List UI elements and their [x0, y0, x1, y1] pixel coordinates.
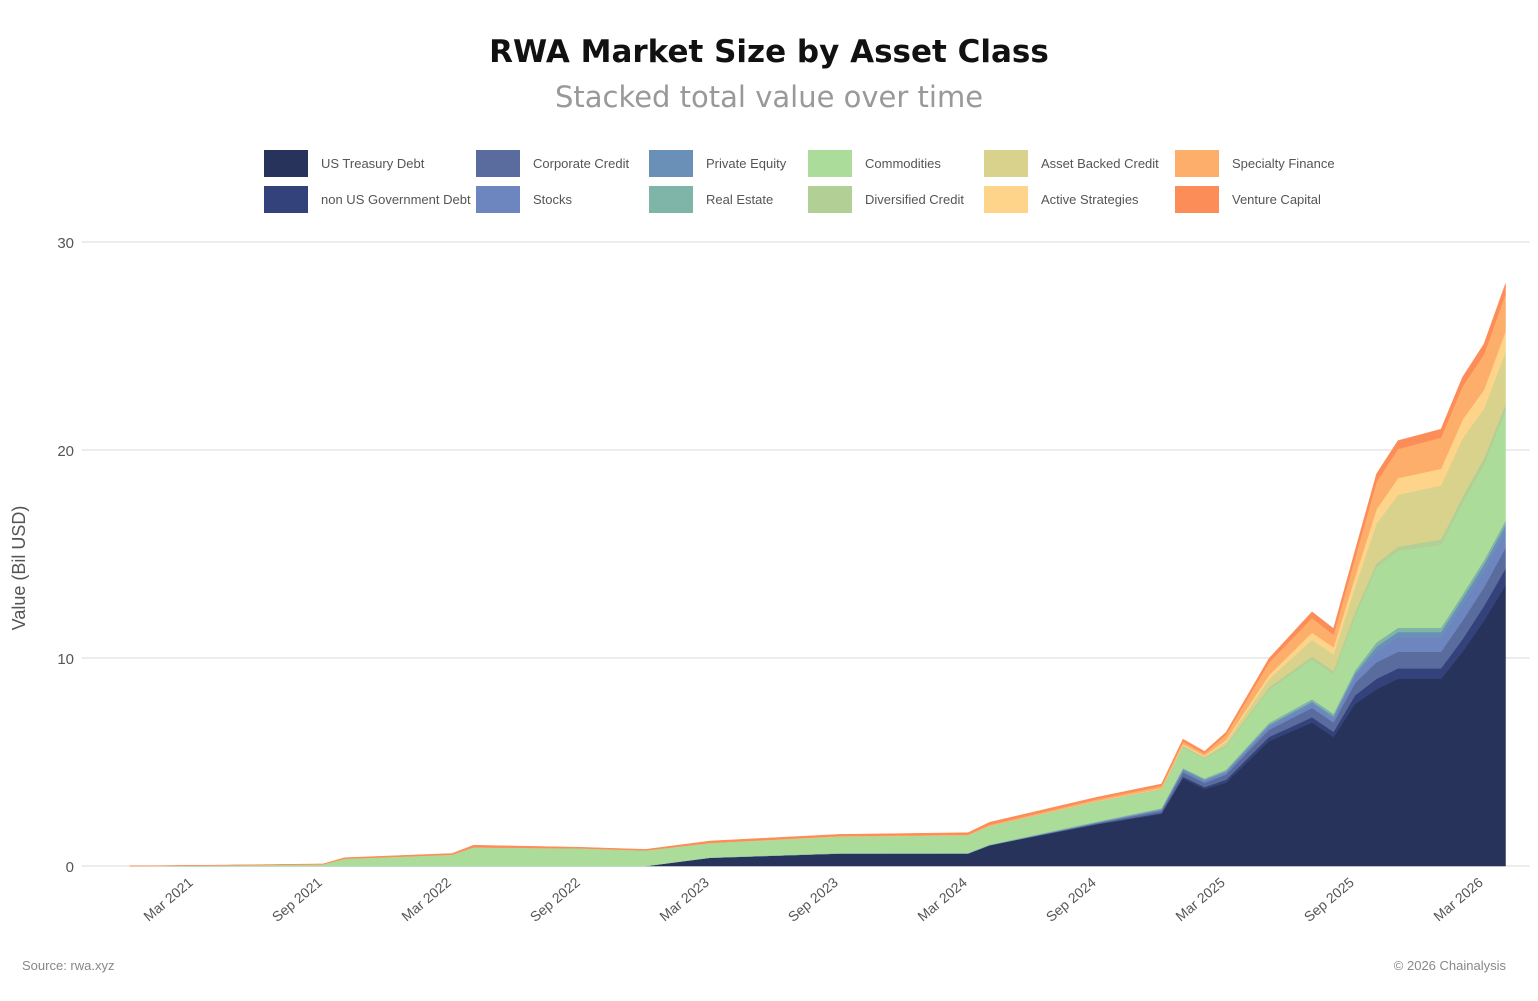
x-tick-label: Mar 2026 [1430, 874, 1486, 924]
legend-label: Asset Backed Credit [1041, 156, 1159, 171]
legend-item-private-equity: Private Equity [649, 150, 786, 177]
x-tick-label: Sep 2025 [1301, 874, 1357, 925]
x-tick-label: Mar 2022 [398, 874, 454, 924]
x-tick-label: Mar 2025 [1172, 874, 1228, 924]
legend-swatch [1175, 150, 1219, 177]
legend-item-real-estate: Real Estate [649, 186, 773, 213]
legend-label: Real Estate [706, 192, 774, 207]
legend-item-active-strategies: Active Strategies [984, 186, 1139, 213]
legend-swatch [808, 150, 852, 177]
legend-label: Venture Capital [1232, 192, 1321, 207]
legend-label: Corporate Credit [533, 156, 630, 171]
legend-item-non-us-government-debt: non US Government Debt [264, 186, 471, 213]
legend-label: Stocks [533, 192, 573, 207]
y-tick-label: 0 [66, 859, 74, 876]
x-tick-label: Mar 2021 [140, 874, 196, 924]
legend-item-venture-capital: Venture Capital [1175, 186, 1321, 213]
legend-swatch [808, 186, 852, 213]
source-note: Source: rwa.xyz [22, 958, 115, 973]
copyright-note: © 2026 Chainalysis [1393, 958, 1506, 973]
y-tick-label: 20 [57, 443, 74, 460]
legend-label: Specialty Finance [1232, 156, 1335, 171]
legend-label: Active Strategies [1041, 192, 1139, 207]
legend-swatch [476, 150, 520, 177]
legend-swatch [1175, 186, 1219, 213]
legend-label: Commodities [865, 156, 941, 171]
legend-swatch [264, 150, 308, 177]
legend-item-asset-backed-credit: Asset Backed Credit [984, 150, 1159, 177]
x-tick-label: Sep 2022 [527, 874, 583, 925]
legend-item-stocks: Stocks [476, 186, 572, 213]
legend-item-specialty-finance: Specialty Finance [1175, 150, 1335, 177]
chart-subtitle: Stacked total value over time [554, 80, 984, 114]
x-tick-label: Mar 2023 [656, 874, 712, 924]
legend-label: US Treasury Debt [321, 156, 425, 171]
y-axis-label: Value (Bil USD) [9, 506, 29, 631]
chart-title: RWA Market Size by Asset Class [489, 34, 1049, 70]
x-tick-label: Sep 2024 [1043, 874, 1099, 925]
x-tick-label: Mar 2024 [914, 874, 970, 924]
y-tick-label: 30 [57, 235, 74, 252]
legend-swatch [984, 186, 1028, 213]
legend-label: Diversified Credit [865, 192, 964, 207]
legend-swatch [649, 150, 693, 177]
legend-item-diversified-credit: Diversified Credit [808, 186, 964, 213]
x-tick-label: Sep 2021 [269, 874, 325, 925]
legend-swatch [476, 186, 520, 213]
legend-swatch [984, 150, 1028, 177]
legend-item-corporate-credit: Corporate Credit [476, 150, 629, 177]
legend-label: non US Government Debt [321, 192, 471, 207]
area-venture-capital [129, 283, 1506, 867]
legend-swatch [264, 186, 308, 213]
legend: US Treasury Debt non US Government Debt Co… [264, 150, 1364, 214]
legend-swatch [649, 186, 693, 213]
y-tick-label: 10 [57, 651, 74, 668]
legend-label: Private Equity [706, 156, 787, 171]
legend-item-us-treasury-debt: US Treasury Debt [264, 150, 424, 177]
legend-item-commodities: Commodities [808, 150, 941, 177]
x-tick-label: Sep 2023 [785, 874, 841, 925]
